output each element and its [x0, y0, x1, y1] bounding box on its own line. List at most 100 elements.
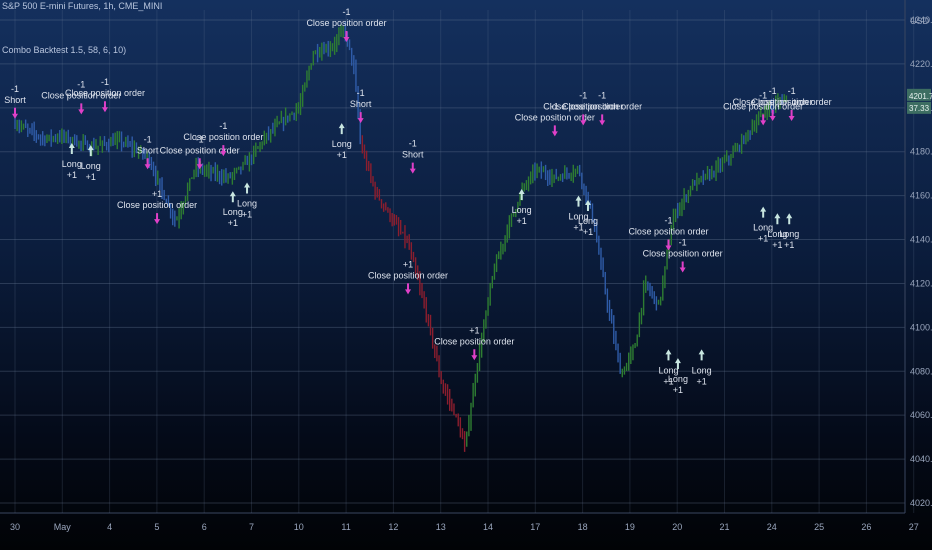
long-arrow-icon — [674, 358, 681, 370]
signal-label: Close position order — [515, 112, 595, 122]
signal-qty: +1 — [583, 227, 593, 237]
signal-long: Long+1 — [658, 349, 678, 386]
indicator-label: Combo Backtest 1.5, 58, 6, 10) — [2, 45, 127, 55]
y-tick-label: 4020.00 — [910, 498, 932, 508]
signal-qty: -1 — [759, 90, 767, 100]
signal-close: Close position order-1 — [628, 216, 708, 251]
short-arrow-icon — [679, 261, 686, 273]
long-arrow-icon — [338, 123, 345, 135]
signal-label: Long — [332, 139, 352, 149]
long-arrow-icon — [244, 182, 251, 194]
signal-label: Long — [62, 159, 82, 169]
signal-close: Close position order+1 — [117, 189, 197, 225]
short-arrow-icon — [599, 114, 606, 126]
short-arrow-icon — [154, 213, 161, 225]
signal-long: Long+1 — [512, 189, 532, 226]
signal-long: Long+1 — [223, 191, 243, 228]
signal-qty: -1 — [77, 79, 85, 89]
x-tick-label: 6 — [202, 522, 207, 532]
countdown-badge: 37.33 — [907, 101, 931, 114]
signal-qty: +1 — [696, 376, 706, 386]
signal-qty: -1 — [598, 90, 606, 100]
badge-text: 4201.75 — [909, 92, 932, 101]
signal-long: Long+1 — [332, 123, 352, 160]
long-arrow-icon — [786, 213, 793, 225]
x-tick-label: 30 — [10, 522, 20, 532]
long-arrow-icon — [698, 349, 705, 361]
short-arrow-icon — [144, 158, 151, 170]
x-tick-label: 13 — [436, 522, 446, 532]
short-arrow-icon — [665, 239, 672, 251]
signal-close: Close position order-1 — [183, 121, 263, 157]
signal-qty: +1 — [403, 259, 413, 269]
short-arrow-icon — [405, 283, 412, 295]
badge-bg — [907, 101, 931, 114]
signal-long: Long+1 — [753, 206, 773, 244]
signal-label: Short — [350, 99, 372, 109]
signal-label: Close position order — [643, 248, 723, 258]
x-tick-label: 5 — [154, 522, 159, 532]
signal-qty: -1 — [196, 134, 204, 144]
signal-label: Close position order — [160, 145, 240, 155]
short-arrow-icon — [551, 125, 558, 137]
long-arrow-icon — [760, 206, 767, 218]
last-price-badge: 4201.75 — [907, 88, 932, 101]
signal-qty: -1 — [664, 216, 672, 226]
x-tick-label: 25 — [814, 522, 824, 532]
y-tick-label: 4120.00 — [910, 278, 932, 288]
x-tick-label: 10 — [294, 522, 304, 532]
signal-short: Short-1 — [137, 134, 159, 170]
x-tick-label: 26 — [861, 522, 871, 532]
signal-qty: -1 — [551, 101, 559, 111]
signal-close: Close position order-1 — [160, 134, 240, 170]
signal-qty: +1 — [772, 240, 782, 250]
signal-qty: +1 — [663, 376, 673, 386]
signal-label: Long — [237, 198, 257, 208]
long-arrow-icon — [518, 189, 525, 201]
short-arrow-icon — [357, 112, 364, 124]
signal-qty: +1 — [517, 216, 527, 226]
signal-close: Close position order+1 — [434, 325, 514, 361]
long-arrow-icon — [584, 200, 591, 212]
long-arrow-icon — [68, 142, 75, 154]
signal-close: Close position order+1 — [368, 259, 448, 295]
y-tick-label: 4140.00 — [910, 235, 932, 245]
signal-qty: -1 — [342, 7, 350, 17]
signal-label: Long — [81, 161, 101, 171]
short-arrow-icon — [196, 158, 203, 170]
signal-label: Close position order — [117, 200, 197, 210]
signal-label: Close position order — [752, 97, 832, 107]
signal-label: Long — [692, 365, 712, 375]
signal-qty: +1 — [86, 172, 96, 182]
short-arrow-icon — [343, 30, 350, 42]
signal-label: Close position order — [306, 18, 386, 28]
signal-label: Long — [578, 216, 598, 226]
signal-label: Close position order — [41, 90, 121, 100]
signal-long: Long+1 — [237, 182, 257, 219]
short-arrow-icon — [78, 103, 85, 115]
signal-qty: -1 — [788, 86, 796, 96]
symbol-title: S&P 500 E-mini Futures, 1h, CME_MINI — [2, 1, 163, 11]
x-tick-label: 17 — [530, 522, 540, 532]
long-arrow-icon — [665, 349, 672, 361]
signal-qty: +1 — [152, 189, 162, 199]
signal-qty: -1 — [11, 84, 19, 94]
x-tick-label: 12 — [388, 522, 398, 532]
signal-label: Long — [753, 223, 773, 233]
x-tick-label: 21 — [719, 522, 729, 532]
signal-qty: -1 — [409, 139, 417, 149]
signal-long: Long+1 — [779, 213, 799, 250]
short-arrow-icon — [788, 109, 795, 121]
signal-close: Close position order-1 — [306, 7, 386, 42]
signal-close: Close position order-1 — [65, 77, 145, 113]
x-tick-label: 4 — [107, 522, 112, 532]
short-arrow-icon — [769, 109, 776, 121]
short-arrow-icon — [409, 162, 416, 174]
signal-close: Close position order-1 — [41, 79, 121, 115]
signal-long: Long+1 — [62, 142, 82, 180]
signal-label: Close position order — [733, 97, 813, 107]
currency-label: USD — [910, 16, 930, 26]
x-tick-label: 19 — [625, 522, 635, 532]
